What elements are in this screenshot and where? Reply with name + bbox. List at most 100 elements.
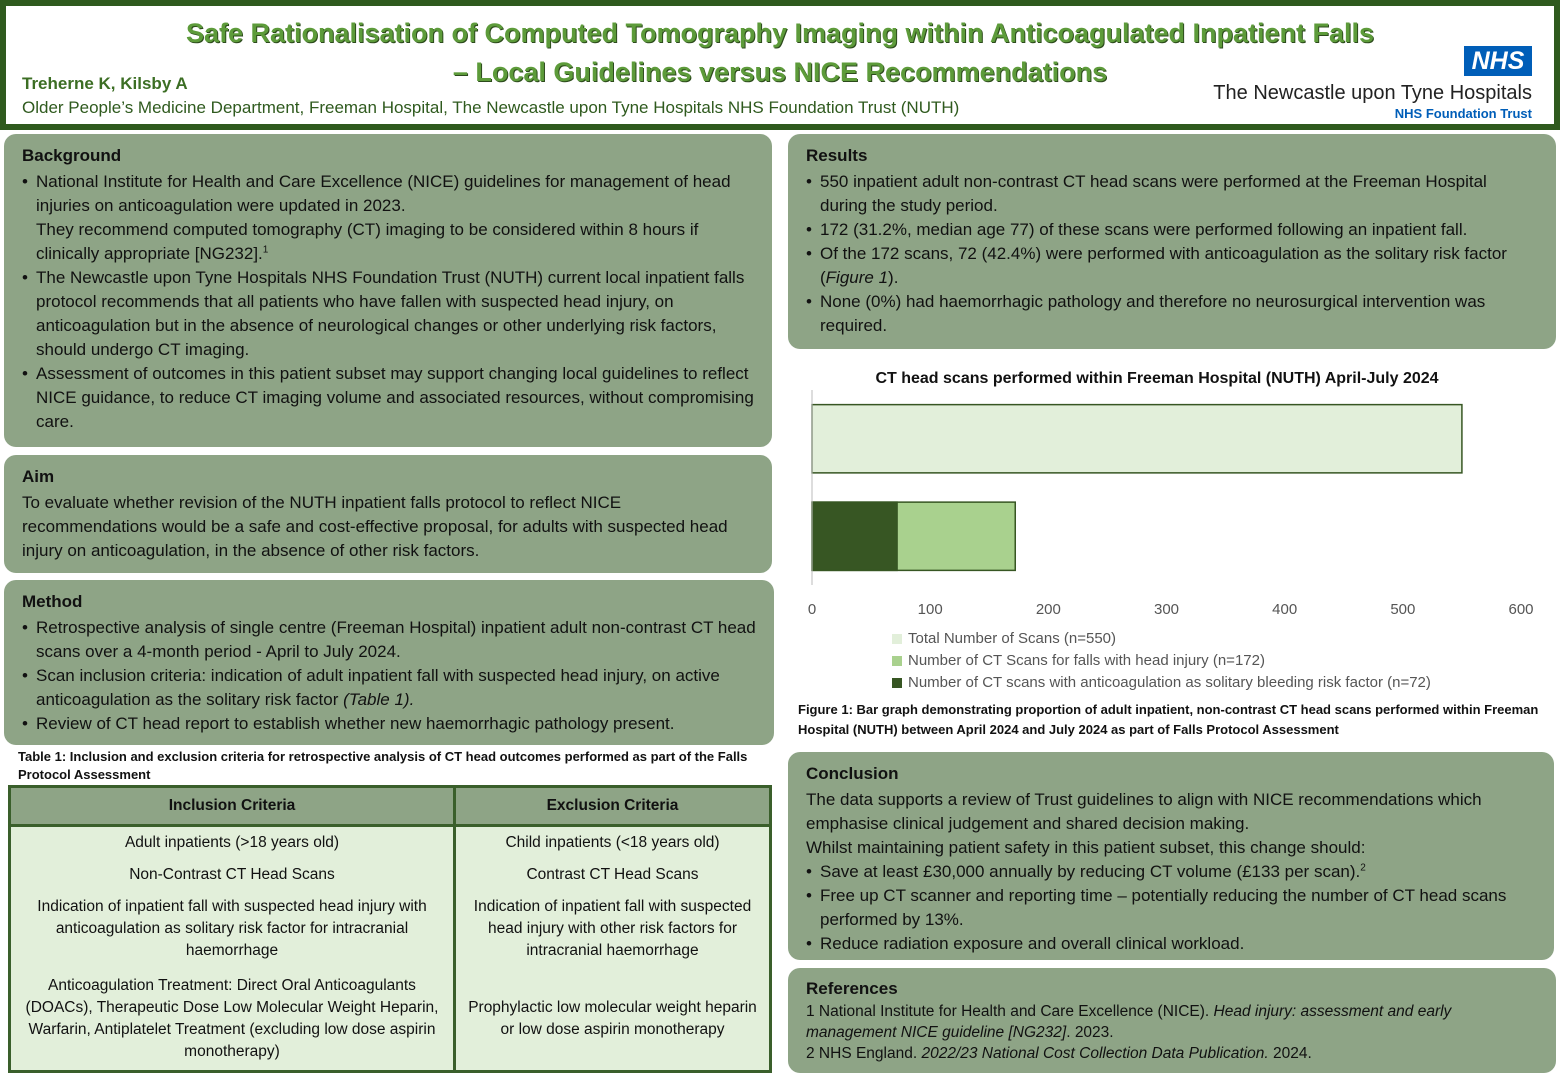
criteria-table: Inclusion Criteria Exclusion Criteria Ad… xyxy=(8,785,772,1073)
text: 2 NHS England. xyxy=(806,1045,918,1062)
references-panel: References 1 National Institute for Heal… xyxy=(788,968,1556,1073)
text: Retrospective analysis of single centre … xyxy=(36,618,756,661)
bullet: Save at least £30,000 annually by reduci… xyxy=(806,860,1536,884)
text: (Table 1). xyxy=(343,690,415,709)
aim-panel: Aim To evaluate whether revision of the … xyxy=(4,455,772,573)
conclusion-panel: Conclusion The data supports a review of… xyxy=(788,752,1554,960)
legend-label: Number of CT scans with anticoagulation … xyxy=(908,674,1431,691)
text: Figure 1 xyxy=(825,268,889,287)
bullet: National Institute for Health and Care E… xyxy=(22,170,754,266)
reference: 2 NHS England. 2022/23 National Cost Col… xyxy=(806,1043,1538,1064)
legend-label: Number of CT Scans for falls with head i… xyxy=(908,652,1265,669)
bullet: Reduce radiation exposure and overall cl… xyxy=(806,932,1536,956)
heading: Aim xyxy=(22,467,55,486)
organisation-sub: NHS Foundation Trust xyxy=(1394,106,1532,121)
header-row: Inclusion Criteria Exclusion Criteria xyxy=(8,785,772,827)
cell: Indication of inpatient fall with suspec… xyxy=(8,890,456,969)
x-tick-label: 600 xyxy=(1508,601,1533,618)
cell: Non-Contrast CT Head Scans xyxy=(8,858,456,891)
text: The data supports a review of Trust guid… xyxy=(806,790,1482,833)
legend-swatch xyxy=(892,634,902,644)
chart-title: CT head scans performed within Freeman H… xyxy=(875,370,1438,387)
cell: Anticoagulation Treatment: Direct Oral A… xyxy=(8,968,456,1073)
bullet: Scan inclusion criteria: indication of a… xyxy=(22,664,756,712)
bullet-list: 550 inpatient adult non-contrast CT head… xyxy=(806,170,1538,338)
x-tick-label: 300 xyxy=(1154,601,1179,618)
bullet: 172 (31.2%, median age 77) of these scan… xyxy=(806,218,1538,242)
bullet-list: Retrospective analysis of single centre … xyxy=(22,616,756,736)
bullet: Free up CT scanner and reporting time – … xyxy=(806,884,1536,932)
title-line: – Local Guidelines versus NICE Recommend… xyxy=(452,57,1108,87)
heading: Method xyxy=(22,592,83,611)
bullet: Assessment of outcomes in this patient s… xyxy=(22,362,754,434)
citation: 1 xyxy=(262,244,269,256)
heading: Background xyxy=(22,146,122,165)
text: To evaluate whether revision of the NUTH… xyxy=(22,493,728,560)
bar xyxy=(811,501,898,572)
text: Scan inclusion criteria: indication of a… xyxy=(36,666,720,709)
legend-swatch xyxy=(892,656,902,666)
heading: Results xyxy=(806,146,868,165)
text: 2022/23 National Cost Collection Data Pu… xyxy=(921,1045,1269,1062)
text: National Institute for Health and Care E… xyxy=(36,172,731,215)
row: Anticoagulation Treatment: Direct Oral A… xyxy=(8,968,772,1073)
text: The Newcastle upon Tyne Hospitals NHS Fo… xyxy=(36,268,745,359)
text: Whilst maintaining patient safety in thi… xyxy=(806,838,1366,857)
text: Reduce radiation exposure and overall cl… xyxy=(820,934,1245,953)
chart: CT head scans performed within Freeman H… xyxy=(808,370,1534,691)
heading: References xyxy=(806,979,898,998)
text: Head injury: assessment and early manage… xyxy=(806,1003,1452,1041)
text: None (0%) had haemorrhagic pathology and… xyxy=(820,292,1486,335)
bullet: Review of CT head report to establish wh… xyxy=(22,712,756,736)
header-cell: Exclusion Criteria xyxy=(453,785,772,827)
bullet-list: Save at least £30,000 annually by reduci… xyxy=(806,860,1536,956)
background-panel: Background National Institute for Health… xyxy=(4,134,772,447)
title-line: Safe Rationalisation of Computed Tomogra… xyxy=(185,18,1375,48)
row: Adult inpatients (>18 years old) Child in… xyxy=(8,825,772,859)
reference: 1 National Institute for Health and Care… xyxy=(806,1001,1538,1043)
bullet: None (0%) had haemorrhagic pathology and… xyxy=(806,290,1538,338)
x-tick-label: 100 xyxy=(918,601,943,618)
authors: Treherne K, Kilsby A xyxy=(22,74,188,93)
text: Free up CT scanner and reporting time – … xyxy=(820,886,1507,929)
text: 1 National Institute for Health and Care… xyxy=(806,1003,1210,1020)
text: 2024. xyxy=(1273,1045,1312,1062)
cell: Adult inpatients (>18 years old) xyxy=(8,825,456,859)
x-tick-label: 0 xyxy=(808,601,816,618)
text: 172 (31.2%, median age 77) of these scan… xyxy=(820,220,1468,239)
text: They recommend computed tomography (CT) … xyxy=(36,220,699,263)
affiliation: Older People’s Medicine Department, Free… xyxy=(22,98,960,117)
bullet-list: National Institute for Health and Care E… xyxy=(22,170,754,434)
nhs-logo: NHS xyxy=(1464,46,1532,76)
cell: Child inpatients (<18 years old) xyxy=(454,825,772,859)
x-tick-label: 200 xyxy=(1036,601,1061,618)
method-panel: Method Retrospective analysis of single … xyxy=(4,580,774,745)
x-tick-label: 500 xyxy=(1390,601,1415,618)
results-panel: Results 550 inpatient adult non-contrast… xyxy=(788,134,1556,349)
row: Non-Contrast CT Head Scans Contrast CT He… xyxy=(8,858,772,891)
header: Safe Rationalisation of Computed Tomogra… xyxy=(0,0,1560,130)
text: Review of CT head report to establish wh… xyxy=(36,714,675,733)
figure-caption: Figure 1: Bar graph demonstrating propor… xyxy=(798,702,1539,737)
bullet: The Newcastle upon Tyne Hospitals NHS Fo… xyxy=(22,266,754,362)
text: Of the 172 scans, 72 (42.4%) were perfor… xyxy=(820,244,1507,287)
legend-label: Total Number of Scans (n=550) xyxy=(908,630,1116,647)
text: Assessment of outcomes in this patient s… xyxy=(36,364,754,431)
bullet: Retrospective analysis of single centre … xyxy=(22,616,756,664)
text: ). xyxy=(888,268,899,287)
cell: Contrast CT Head Scans xyxy=(454,858,772,891)
legend-swatch xyxy=(892,678,902,688)
row: Indication of inpatient fall with suspec… xyxy=(8,890,772,969)
heading: Conclusion xyxy=(806,764,899,783)
text: 550 inpatient adult non-contrast CT head… xyxy=(820,172,1487,215)
text: . 2023. xyxy=(1066,1024,1114,1041)
bullet: Of the 172 scans, 72 (42.4%) were perfor… xyxy=(806,242,1538,290)
cell: Indication of inpatient fall with suspec… xyxy=(454,890,772,969)
x-tick-label: 400 xyxy=(1272,601,1297,618)
table-caption: Table 1: Inclusion and exclusion criteri… xyxy=(18,749,748,782)
header-cell: Inclusion Criteria xyxy=(8,785,456,827)
cell: Prophylactic low molecular weight hepari… xyxy=(454,968,772,1073)
citation: 2 xyxy=(1360,862,1366,874)
